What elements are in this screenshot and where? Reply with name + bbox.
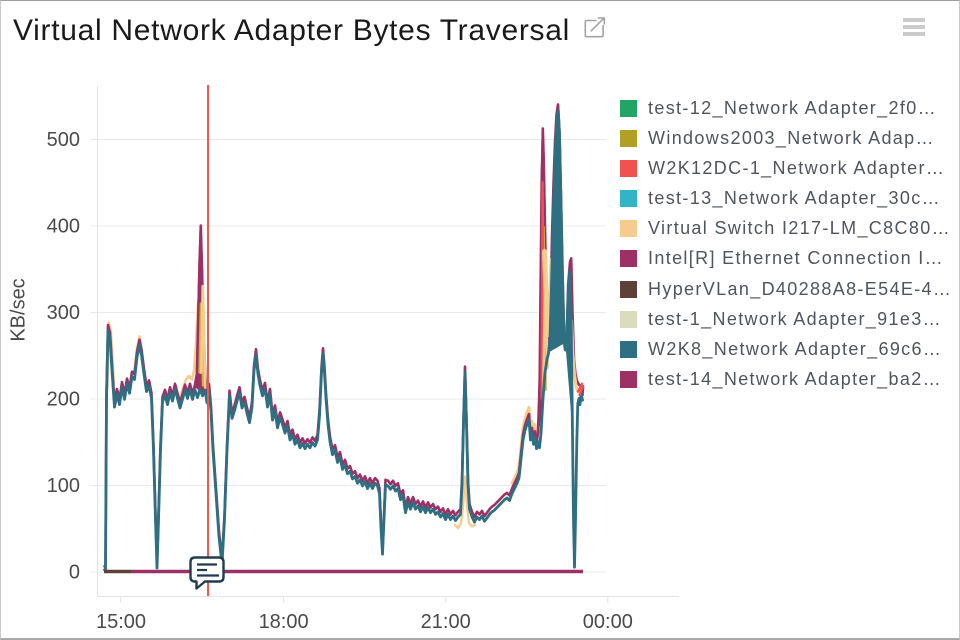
svg-text:300: 300 [47,302,80,324]
svg-text:100: 100 [47,475,80,497]
svg-text:15:00: 15:00 [96,611,146,633]
svg-text:0: 0 [69,562,80,584]
svg-text:500: 500 [47,129,80,151]
svg-text:21:00: 21:00 [421,611,471,633]
svg-text:00:00: 00:00 [583,611,633,633]
svg-text:200: 200 [47,389,80,411]
svg-text:KB/sec: KB/sec [8,278,30,341]
svg-text:400: 400 [47,216,80,238]
svg-text:18:00: 18:00 [259,611,309,633]
